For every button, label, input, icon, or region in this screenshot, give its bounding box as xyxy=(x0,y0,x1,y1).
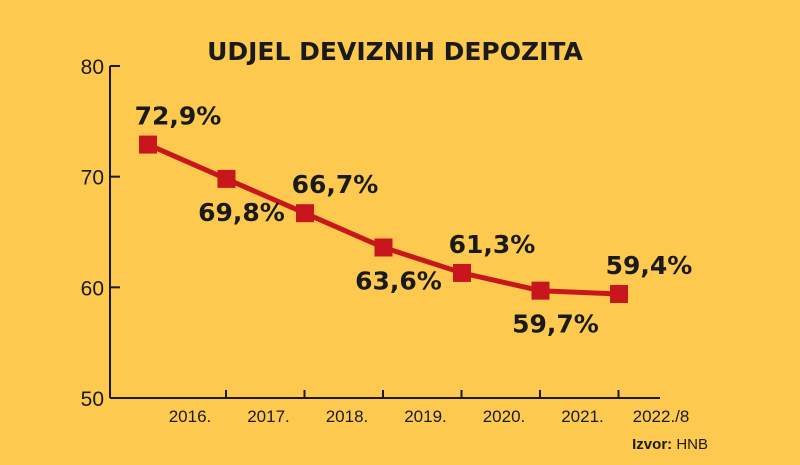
data-point-marker xyxy=(374,238,393,257)
data-label: 59,7% xyxy=(512,310,599,339)
source-label: Izvor: xyxy=(632,436,672,453)
y-tick-label: 80 xyxy=(81,56,104,79)
chart-title: UDJEL DEVIZNIH DEPOZITA xyxy=(207,37,583,66)
data-point-marker xyxy=(610,284,628,303)
x-tick-label: 2019. xyxy=(404,407,447,426)
data-point-marker xyxy=(217,169,236,188)
data-label: 69,8% xyxy=(198,198,285,227)
y-tick-label: 50 xyxy=(81,388,104,411)
data-label: 59,4% xyxy=(606,251,693,280)
x-ticks: 2016. 2017. 2018. 2019. 2020. 2021. 2022./8 xyxy=(169,390,690,426)
data-label: 72,9% xyxy=(135,102,222,131)
x-tick-label: 2022./8 xyxy=(633,407,690,426)
axes xyxy=(109,66,660,399)
data-point-marker xyxy=(139,135,157,154)
source-value: HNB xyxy=(676,436,708,453)
y-tick-label: 70 xyxy=(81,167,104,190)
x-tick-label: 2020. xyxy=(483,407,526,426)
y-tick-label: 60 xyxy=(81,277,104,300)
markers xyxy=(139,135,628,303)
data-point-marker xyxy=(531,281,550,300)
data-point-marker xyxy=(296,204,314,223)
data-label: 61,3% xyxy=(449,230,536,259)
data-labels: 72,9% 69,8%66,7% 63,6%61,3% 59,7% 59,4% xyxy=(135,102,693,339)
source-note: Izvor: HNB xyxy=(632,436,708,453)
x-tick-label: 2018. xyxy=(326,407,369,426)
y-ticks: 50 60 70 80 xyxy=(81,56,120,411)
data-point-marker xyxy=(453,263,471,282)
x-tick-label: 2017. xyxy=(247,407,290,426)
data-label: 63,6% xyxy=(355,266,442,295)
x-tick-label: 2021. xyxy=(561,407,604,426)
data-label: 66,7% xyxy=(292,170,379,199)
x-tick-label: 2016. xyxy=(169,407,212,426)
